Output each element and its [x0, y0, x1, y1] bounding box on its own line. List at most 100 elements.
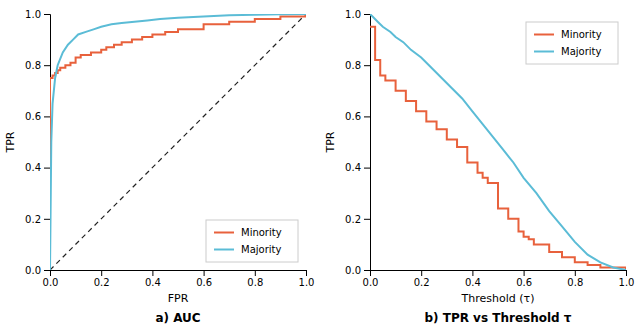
tick-label: 0.8: [247, 277, 263, 288]
tick-mark: [44, 14, 50, 15]
tick-label: 0.6: [345, 111, 361, 122]
axis-line: [51, 271, 307, 277]
tick: 0.6: [345, 111, 370, 122]
legend-box: [206, 220, 298, 262]
tick-mark: [364, 65, 370, 66]
legend-box: [526, 22, 618, 64]
x-axis-title: Threshold (τ): [461, 292, 535, 305]
tick-mark: [472, 270, 473, 276]
tick-label: 0.6: [196, 277, 212, 288]
tick: 0.2: [25, 214, 50, 225]
tick: 0.4: [345, 162, 370, 173]
tick-mark: [421, 270, 422, 276]
tick-mark: [364, 168, 370, 169]
tick: 0.0: [363, 270, 379, 288]
tick-label: 0.2: [25, 214, 41, 225]
chart-title: a) AUC: [155, 311, 200, 325]
tick-label: 0.0: [345, 265, 361, 276]
reference-line: [50, 14, 306, 270]
tick: 0.0: [25, 265, 50, 276]
tick-mark: [101, 270, 102, 276]
tick-label: 0.2: [414, 277, 430, 288]
legend: Minority Majority: [526, 22, 618, 64]
tick-mark: [152, 270, 153, 276]
axis-line: [364, 15, 371, 271]
x-axis-title: FPR: [168, 292, 189, 305]
tick-mark: [364, 116, 370, 117]
x-axis: 0.0 0.2 0.4 0.6 0.8 1.0: [43, 270, 315, 288]
legend-label: Majority: [561, 46, 601, 57]
tick-mark: [204, 270, 205, 276]
legend-swatch: [534, 51, 554, 53]
tick-label: 0.2: [345, 214, 361, 225]
legend-label: Minority: [241, 227, 282, 238]
tick: 0.8: [247, 270, 263, 288]
x-axis: 0.0 0.2 0.4 0.6 0.8 1.0: [363, 270, 635, 288]
legend-swatch: [214, 232, 234, 234]
tick: 0.6: [196, 270, 212, 288]
tick-label: 0.8: [25, 60, 41, 71]
tick: 0.4: [145, 270, 161, 288]
tick-mark: [364, 270, 370, 271]
y-axis: 0.0 0.2 0.4 0.6 0.8 1.0: [25, 9, 50, 276]
plot-area: [370, 14, 626, 270]
tick-label: 0.4: [145, 277, 161, 288]
tick: 0.4: [25, 162, 50, 173]
tick-mark: [364, 14, 370, 15]
tick: 0.8: [345, 60, 370, 71]
y-axis-title: TPR: [324, 131, 337, 153]
tick-label: 0.8: [567, 277, 583, 288]
legend: Minority Majority: [206, 220, 298, 262]
legend-swatch: [214, 249, 234, 251]
tick-label: 0.0: [363, 277, 379, 288]
axis-line: [371, 271, 627, 277]
tick-label: 1.0: [25, 9, 41, 20]
tick-label: 0.4: [25, 162, 41, 173]
tick-mark: [364, 219, 370, 220]
tick-label: 1.0: [299, 277, 315, 288]
tick-label: 1.0: [619, 277, 635, 288]
tick-label: 0.6: [25, 111, 41, 122]
series-line: [370, 14, 626, 270]
tick-mark: [44, 168, 50, 169]
series-line: [50, 14, 306, 270]
tick-mark: [44, 65, 50, 66]
plot-area: [50, 14, 306, 270]
y-axis-title: TPR: [4, 131, 17, 153]
tick: 0.0: [43, 270, 59, 288]
tick: 0.8: [567, 270, 583, 288]
tick-label: 1.0: [345, 9, 361, 20]
tick-mark: [44, 270, 50, 271]
tick-label: 0.4: [345, 162, 361, 173]
tick: 0.8: [25, 60, 50, 71]
legend-label: Minority: [561, 29, 602, 40]
tick: 0.6: [25, 111, 50, 122]
tick-label: 0.0: [43, 277, 59, 288]
tick: 0.2: [94, 270, 110, 288]
legend-item: Majority: [534, 46, 601, 57]
figure: 0.0 0.2 0.4 0.6 0.8 1.0 0.0 0.2 0.4 0.6 0.8 1.0 FPR T…: [0, 0, 640, 330]
y-axis: 0.0 0.2 0.4 0.6 0.8 1.0: [345, 9, 370, 276]
tick: 1.0: [299, 270, 315, 288]
panel: 0.0 0.2 0.4 0.6 0.8 1.0 0.0 0.2 0.4 0.6 0.8 1.0 FPR T…: [4, 9, 314, 325]
tick-mark: [44, 116, 50, 117]
legend-item: Majority: [214, 244, 281, 255]
tick: 1.0: [25, 9, 50, 20]
tick-label: 0.2: [94, 277, 110, 288]
series-line: [50, 14, 306, 270]
legend-label: Majority: [241, 244, 281, 255]
axis-line: [44, 15, 51, 271]
legend-swatch: [534, 34, 554, 36]
tick-mark: [44, 219, 50, 220]
tick: 0.2: [414, 270, 430, 288]
tick: 0.2: [345, 214, 370, 225]
tick-label: 0.0: [25, 265, 41, 276]
tick-mark: [626, 270, 627, 276]
tick-label: 0.8: [345, 60, 361, 71]
tick-mark: [524, 270, 525, 276]
tick-label: 0.4: [465, 277, 481, 288]
tick-label: 0.6: [516, 277, 532, 288]
legend-item: Minority: [534, 29, 602, 40]
tick: 1.0: [619, 270, 635, 288]
panel: 0.0 0.2 0.4 0.6 0.8 1.0 0.0 0.2 0.4 0.6 0.8 1.0 Thre…: [324, 9, 634, 325]
